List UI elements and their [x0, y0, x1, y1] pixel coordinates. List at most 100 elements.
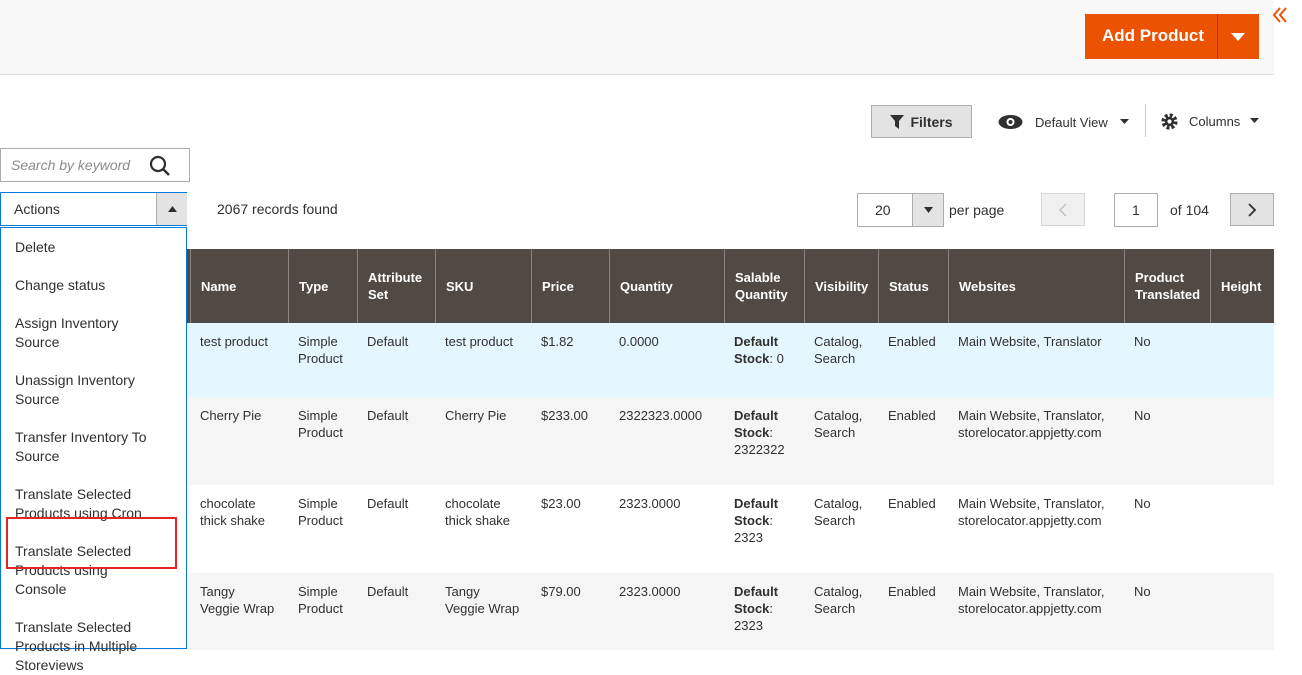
- cell: No: [1134, 334, 1151, 349]
- cell: Tangy Veggie Wrap: [445, 584, 520, 616]
- cell: $1.82: [541, 334, 574, 349]
- actions-select[interactable]: Actions: [0, 192, 187, 226]
- page-input[interactable]: 1: [1114, 193, 1158, 227]
- menu-item[interactable]: Change status: [15, 277, 106, 293]
- column-title: Product Translated: [1135, 270, 1201, 302]
- filter-icon: [890, 114, 905, 129]
- menu-item[interactable]: Delete: [15, 239, 56, 255]
- page-total: of 104: [1170, 202, 1209, 218]
- cell: chocolate thick shake: [200, 496, 266, 528]
- view-switcher[interactable]: Default View: [998, 112, 1129, 132]
- column-title: Attribute Set: [368, 270, 423, 302]
- cell: Default: [367, 408, 409, 423]
- column-title: Height: [1221, 278, 1262, 294]
- cell: Cherry Pie: [200, 408, 262, 423]
- menu-item[interactable]: Translate Selected Products using Consol…: [15, 543, 132, 597]
- page-header: [0, 0, 1274, 75]
- row-bg: [0, 485, 1274, 573]
- eye-icon: [998, 115, 1023, 129]
- column-header[interactable]: Height: [1210, 249, 1274, 323]
- column-header[interactable]: Salable Quantity: [724, 249, 804, 323]
- caret: [1250, 118, 1260, 123]
- column-header[interactable]: Product Translated: [1124, 249, 1210, 323]
- separator: [1145, 104, 1146, 137]
- actions-menu: Delete Change status Assign Inventory Sour…: [0, 227, 187, 673]
- per-page-select[interactable]: 20: [857, 193, 944, 227]
- cell: Enabled: [888, 408, 936, 423]
- column-header[interactable]: SKU: [435, 249, 531, 323]
- button-label: Add Product: [1102, 26, 1204, 45]
- cell: No: [1134, 408, 1151, 423]
- cell: 2323.0000: [619, 496, 681, 511]
- cell: Default Stock: 2323: [724, 485, 804, 546]
- stock-label: Default Stock: [734, 408, 779, 440]
- stock-label: Default Stock: [734, 496, 779, 528]
- cell: 2322323.0000: [619, 408, 703, 423]
- add-product-button[interactable]: Add Product: [1085, 14, 1259, 59]
- search-box[interactable]: Search by keyword: [0, 148, 190, 182]
- column-header[interactable]: Quantity: [609, 249, 724, 323]
- column-header[interactable]: Name: [190, 249, 288, 323]
- cell: Catalog, Search: [814, 496, 863, 528]
- column-title: Salable Quantity: [735, 270, 788, 302]
- next-icon: [1248, 203, 1257, 217]
- cell: Enabled: [888, 584, 936, 599]
- column-header[interactable]: Visibility: [804, 249, 878, 323]
- columns-label: Columns: [1189, 113, 1241, 129]
- cell: $79.00: [541, 584, 581, 599]
- stock-qty: : 2322322: [734, 425, 785, 457]
- filters-button[interactable]: Filters: [871, 105, 972, 138]
- view-label: Default View: [1035, 114, 1108, 130]
- cell: $23.00: [541, 496, 581, 511]
- stock-label: Default Stock: [734, 334, 779, 366]
- cell: chocolate thick shake: [445, 496, 511, 528]
- cell: No: [1134, 584, 1151, 599]
- cell: Default Stock: 0: [724, 323, 804, 367]
- actions-label: Actions: [14, 201, 60, 217]
- cell: Enabled: [888, 496, 936, 511]
- row-bg: [0, 397, 1274, 485]
- cell: Main Website, Translator, storelocator.a…: [958, 408, 1105, 440]
- menu-item[interactable]: Assign Inventory Source: [15, 315, 119, 350]
- page-value: 1: [1132, 202, 1140, 218]
- column-header[interactable]: Attribute Set: [357, 249, 435, 323]
- dropdown-arrow[interactable]: [1231, 33, 1245, 42]
- collapse-icon[interactable]: [1271, 7, 1289, 25]
- row-bg: [0, 573, 1274, 650]
- menu-item[interactable]: Unassign Inventory Source: [15, 372, 135, 407]
- cell: Simple Product: [298, 334, 343, 366]
- select-toggle[interactable]: [912, 194, 943, 226]
- column-title: Quantity: [620, 278, 673, 294]
- columns-control[interactable]: Columns: [1160, 111, 1260, 131]
- divider: [1217, 14, 1218, 59]
- cell: Catalog, Search: [814, 408, 863, 440]
- cell: Cherry Pie: [445, 408, 507, 423]
- column-title: Type: [299, 278, 329, 294]
- cell: $233.00: [541, 408, 588, 423]
- column-header[interactable]: Status: [878, 249, 948, 323]
- stock-qty: : 0: [769, 351, 784, 366]
- column-header[interactable]: Websites: [948, 249, 1124, 323]
- column-title: Status: [889, 278, 929, 294]
- cell: Default: [367, 334, 409, 349]
- cell: Default: [367, 496, 409, 511]
- search-icon[interactable]: [149, 155, 171, 177]
- cell: No: [1134, 496, 1151, 511]
- prev-page[interactable]: [1041, 193, 1085, 226]
- cell: Default Stock: 2323: [724, 573, 804, 634]
- prev-icon: [1058, 203, 1067, 217]
- stock-label: Default Stock: [734, 584, 779, 616]
- column-header[interactable]: Type: [288, 249, 357, 323]
- cell: Enabled: [888, 334, 936, 349]
- menu-item[interactable]: Transfer Inventory To Source: [15, 429, 147, 464]
- caret: [1119, 119, 1129, 124]
- select-toggle[interactable]: [156, 193, 187, 225]
- per-page-value: 20: [875, 202, 891, 218]
- row-bg: [0, 323, 1274, 397]
- menu-item[interactable]: Translate Selected Products in Multiple …: [15, 619, 138, 673]
- next-page[interactable]: [1230, 193, 1274, 226]
- column-header[interactable]: Price: [531, 249, 609, 323]
- cell: Simple Product: [298, 408, 343, 440]
- cell: test product: [200, 334, 268, 349]
